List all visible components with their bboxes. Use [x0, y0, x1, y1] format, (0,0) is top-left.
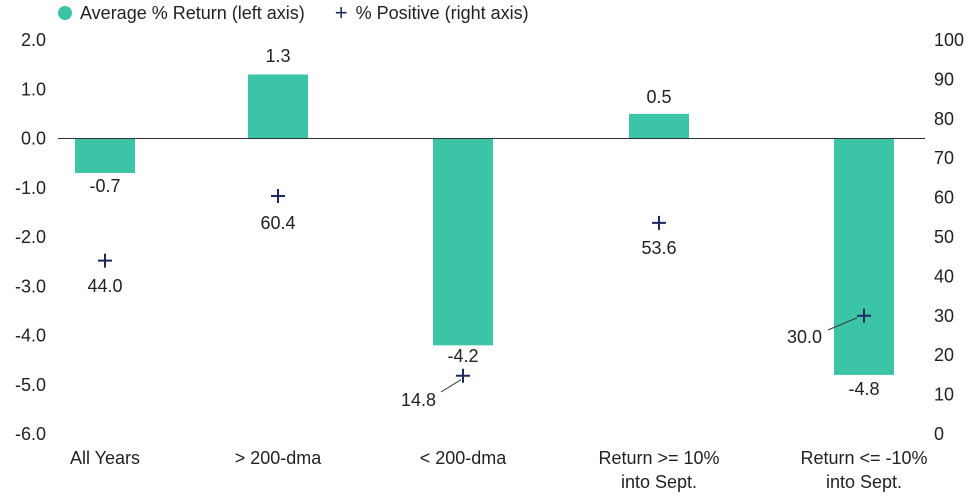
bar	[433, 138, 493, 346]
marker-value-label: 53.6	[641, 238, 676, 258]
legend-bars-label: Average % Return (left axis)	[80, 2, 305, 23]
category-label: Return >= 10%	[598, 448, 719, 468]
legend-markers-label: % Positive (right axis)	[355, 2, 529, 23]
bar	[629, 113, 689, 139]
bar	[834, 138, 894, 375]
right-axis-tick-label: 100	[934, 30, 964, 50]
right-axis-tick-label: 20	[934, 345, 954, 365]
legend-item-markers: + % Positive (right axis)	[335, 2, 529, 24]
left-axis-tick-label: -6.0	[15, 424, 46, 444]
category-label: into Sept.	[826, 472, 902, 492]
bar	[75, 138, 135, 173]
bar-value-label: -0.7	[89, 176, 120, 196]
right-axis-tick-label: 40	[934, 266, 954, 286]
left-axis-tick-label: -1.0	[15, 178, 46, 198]
bar	[248, 74, 308, 139]
bar-value-label: 0.5	[646, 87, 671, 107]
left-axis-tick-label: 1.0	[21, 79, 46, 99]
category-label: < 200-dma	[420, 448, 508, 468]
right-axis-tick-label: 30	[934, 306, 954, 326]
bar-value-label: -4.8	[848, 379, 879, 399]
leader-line	[827, 317, 858, 331]
left-axis-tick-label: -4.0	[15, 326, 46, 346]
left-axis-tick-label: -2.0	[15, 227, 46, 247]
right-axis-tick-label: 0	[934, 424, 944, 444]
percent-positive-marker	[271, 189, 285, 204]
percent-positive-marker	[857, 308, 871, 323]
category-label: > 200-dma	[235, 448, 323, 468]
right-axis-tick-label: 60	[934, 188, 954, 208]
marker-value-label: 14.8	[401, 390, 436, 410]
percent-positive-marker	[456, 368, 470, 383]
right-axis-tick-label: 90	[934, 69, 954, 89]
left-axis-tick-label: 2.0	[21, 30, 46, 50]
right-axis-tick-label: 10	[934, 385, 954, 405]
chart-legend: Average % Return (left axis) + % Positiv…	[58, 2, 559, 24]
category-label: into Sept.	[621, 472, 697, 492]
right-axis-tick-label: 70	[934, 148, 954, 168]
legend-bar-swatch	[58, 6, 72, 20]
percent-positive-marker	[98, 253, 112, 268]
marker-value-label: 60.4	[260, 213, 295, 233]
leader-line	[440, 379, 462, 393]
legend-item-bars: Average % Return (left axis)	[58, 3, 305, 24]
marker-value-label: 30.0	[787, 327, 822, 347]
percent-positive-marker	[652, 215, 666, 230]
plus-icon: +	[334, 0, 348, 25]
category-label: All Years	[70, 448, 140, 468]
marker-value-label: 44.0	[87, 276, 122, 296]
left-axis-tick-label: 0.0	[21, 129, 46, 149]
bar-value-label: 1.3	[265, 46, 290, 66]
left-axis-tick-label: -5.0	[15, 375, 46, 395]
bar-value-label: -4.2	[447, 346, 478, 366]
left-axis-tick-label: -3.0	[15, 276, 46, 296]
right-axis-tick-label: 80	[934, 109, 954, 129]
right-axis-tick-label: 50	[934, 227, 954, 247]
category-label: Return <= -10%	[800, 448, 927, 468]
